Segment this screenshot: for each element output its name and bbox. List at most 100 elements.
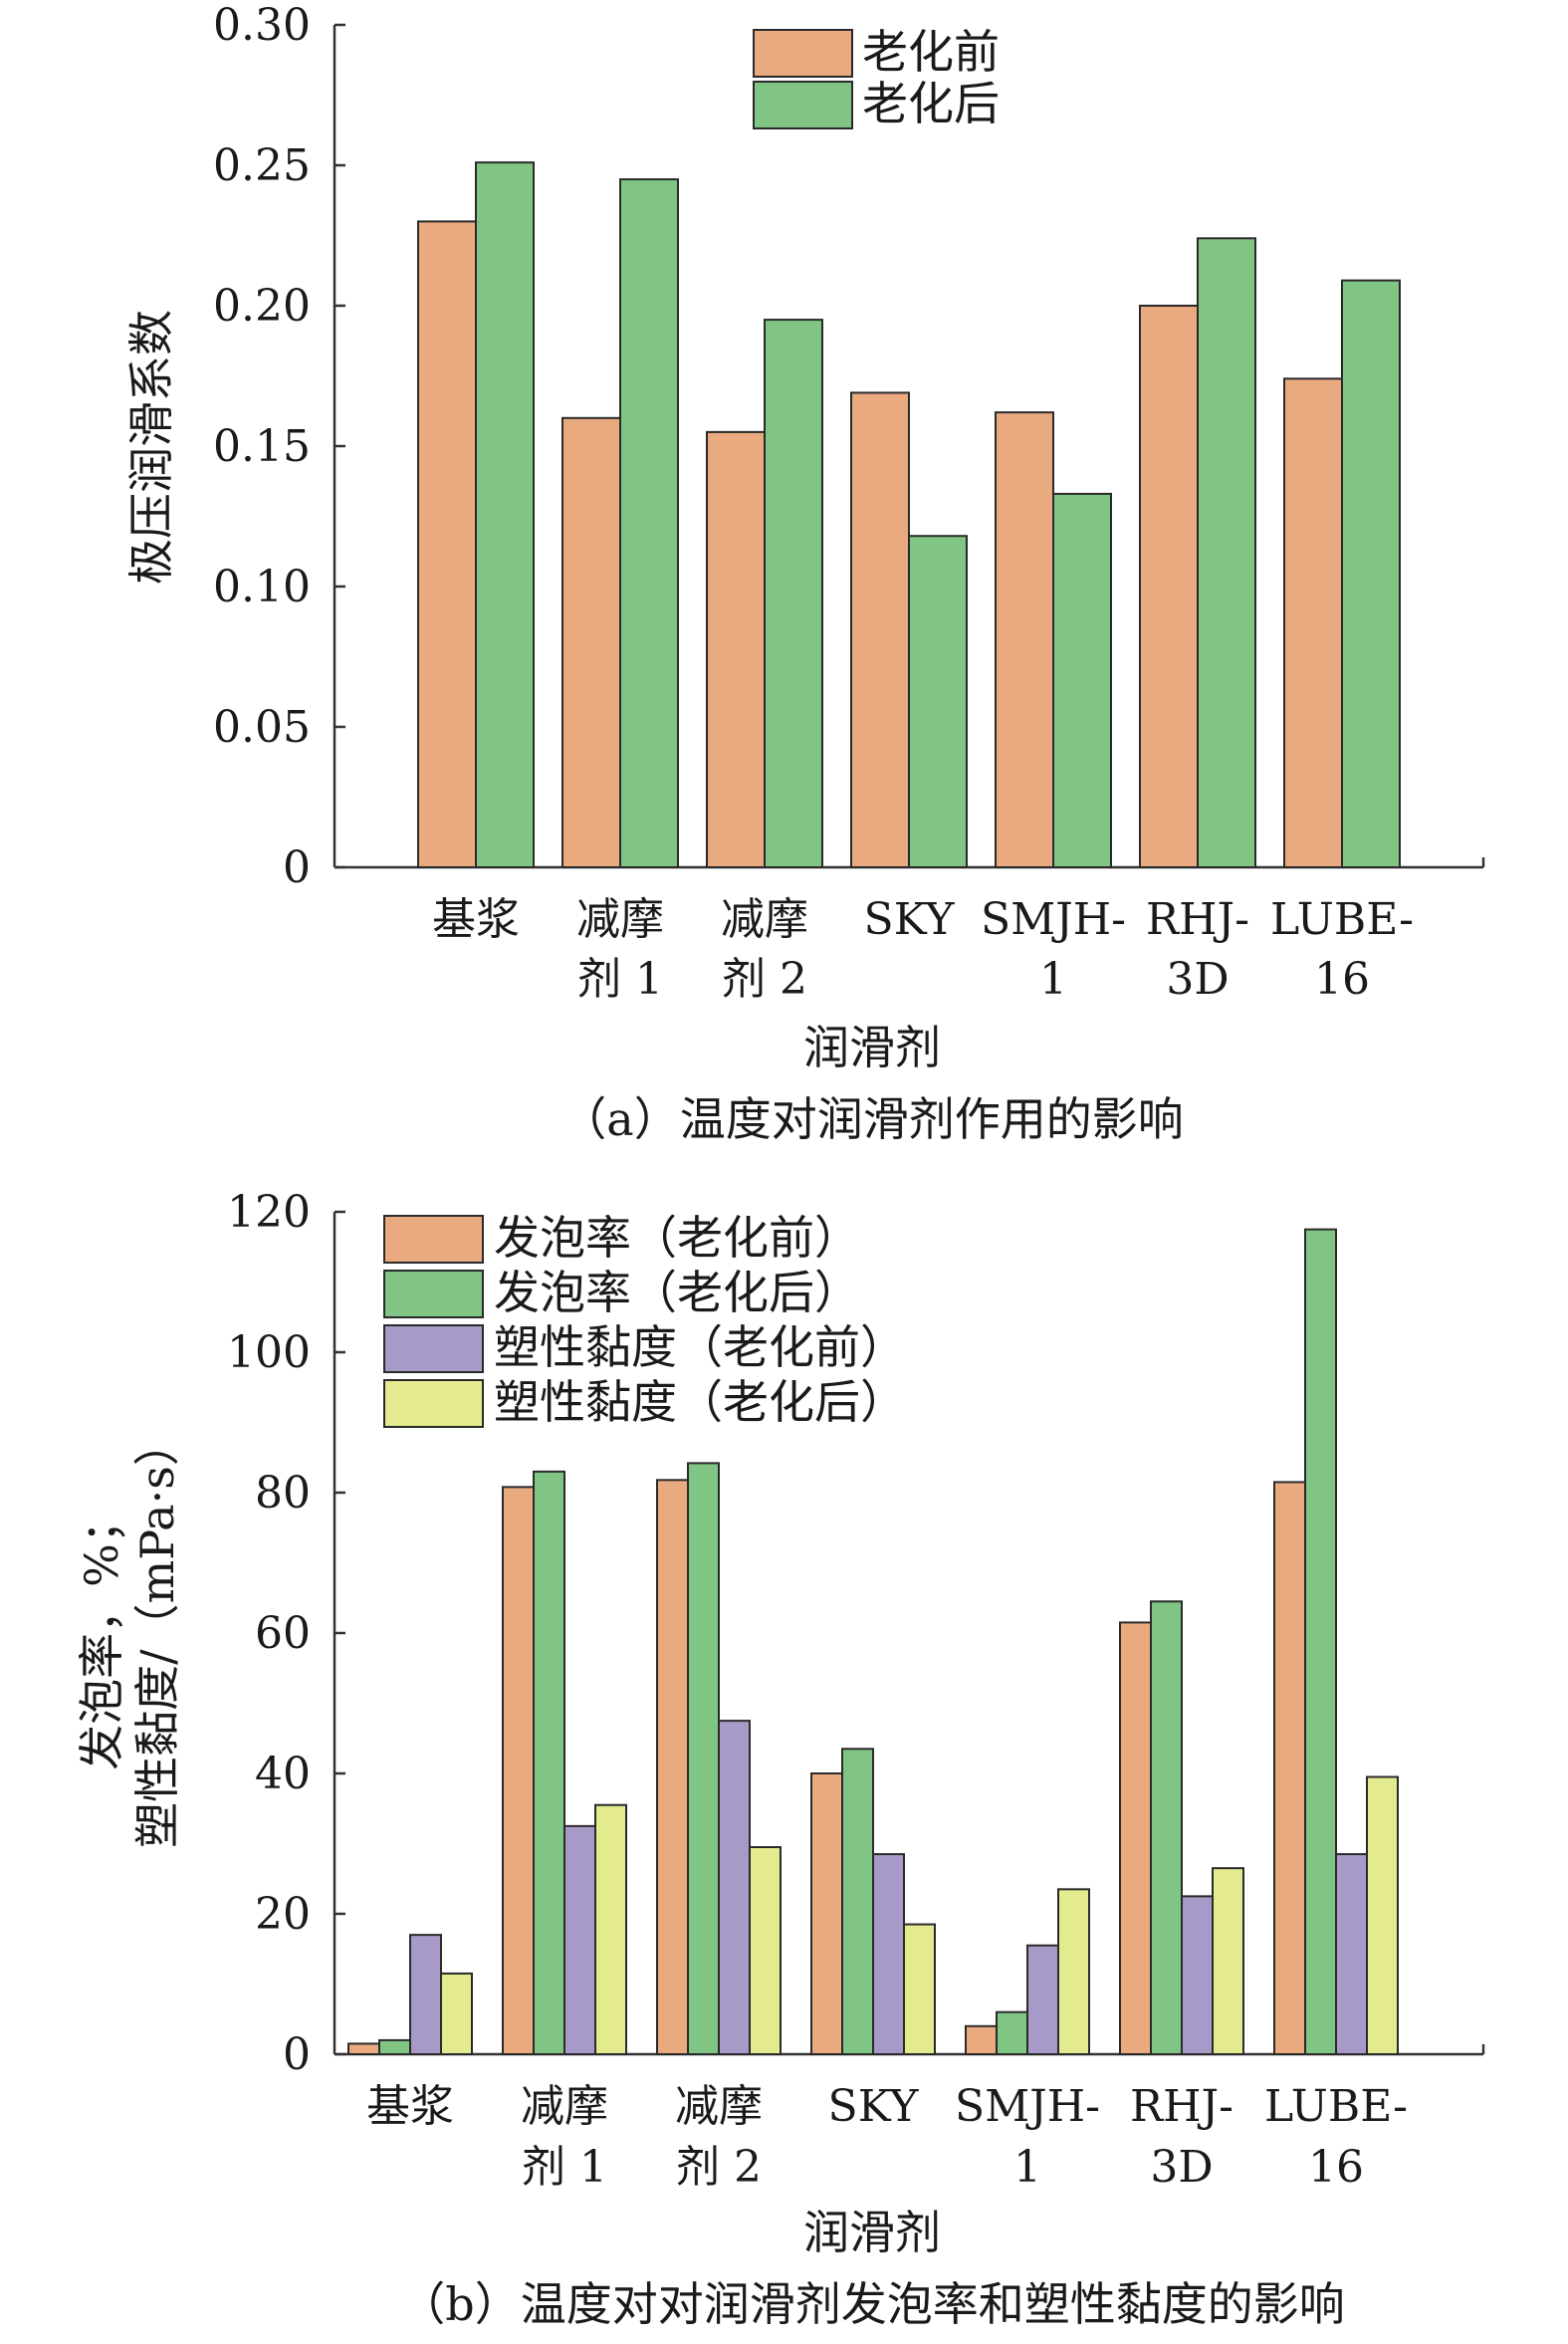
chart-a-category-label: RHJ-	[1146, 894, 1249, 945]
chart-b-y-tick-label: 100	[227, 1327, 311, 1378]
chart-a-legend-item-before: 老化前	[753, 25, 1000, 79]
chart-b-bar	[872, 1853, 905, 2055]
chart-b-category-label: SMJH-	[955, 2081, 1100, 2132]
chart-b-bar	[378, 2038, 411, 2055]
chart-a-y-tick-label: 0.05	[213, 702, 311, 753]
chart-b-bar	[347, 2042, 380, 2056]
chart-b-category-label: 减摩	[521, 2081, 608, 2132]
chart-b-bar	[749, 1846, 782, 2056]
chart-b-y-tick-label: 40	[255, 1749, 311, 1799]
chart-b-bar	[687, 1462, 720, 2055]
chart-a: 0 0.05 0.10 0.15 0.20 0.25 0.30 基浆 减摩剂 1 减摩剂 2 SK…	[124, 0, 1485, 1146]
chart-a-bar	[1052, 492, 1112, 868]
chart-a-legend-swatch-before	[753, 29, 853, 78]
chart-b-bar	[656, 1479, 689, 2056]
chart-b-legend-label-pv-after: 塑性黏度（老化后）	[494, 1375, 906, 1429]
chart-b-category-label-line2: 3D	[1150, 2142, 1213, 2193]
chart-a-category-label-line2: 剂 1	[577, 954, 663, 1005]
chart-b-bar	[718, 1720, 751, 2055]
chart-b-bar	[1181, 1895, 1214, 2055]
chart-a-category-label: 基浆	[432, 894, 520, 945]
chart-b-x-axis-title: 润滑剂	[803, 2206, 941, 2259]
chart-a-category-label: SKY	[864, 894, 956, 945]
chart-a-y-tick-label: 0	[283, 842, 311, 893]
chart-a-legend-label-before: 老化前	[862, 25, 1000, 79]
chart-a-category-label-line2: 1	[1039, 954, 1067, 1005]
chart-b-bar	[841, 1748, 874, 2055]
chart-b-legend-item-pv-before: 塑性黏度（老化前）	[383, 1320, 906, 1374]
chart-b-legend-swatch-pv-after	[383, 1379, 484, 1428]
chart-a-bar	[764, 319, 823, 869]
chart-a-category-label: LUBE-	[1270, 894, 1414, 945]
chart-a-x-axis-title: 润滑剂	[803, 1021, 941, 1074]
chart-b-category-label: SKY	[828, 2081, 920, 2132]
chart-b-legend-item-foam-after: 发泡率（老化后）	[383, 1266, 860, 1319]
chart-b-legend: 发泡率（老化前） 发泡率（老化后） 塑性黏度（老化前） 塑性黏度（老化后）	[383, 1211, 906, 1429]
chart-a-bar	[1139, 305, 1199, 868]
chart-b-legend-label-foam-after: 发泡率（老化后）	[494, 1266, 860, 1319]
chart-b-bar	[1057, 1888, 1090, 2055]
chart-a-bar	[850, 391, 910, 868]
chart-b-legend-label-foam-before: 发泡率（老化前）	[494, 1211, 860, 1265]
chart-b-bar	[903, 1923, 936, 2055]
chart-b-category-label-line2: 1	[1013, 2142, 1041, 2193]
chart-a-legend-item-after: 老化后	[753, 77, 1000, 130]
chart-a-category-label: 减摩	[721, 894, 808, 945]
chart-b-bar	[563, 1824, 596, 2055]
chart-b-y-tick-label: 60	[255, 1608, 311, 1659]
chart-a-legend-swatch-after	[753, 81, 853, 129]
chart-b-caption: （b）温度对对润滑剂发泡率和塑性黏度的影响	[399, 2277, 1344, 2331]
chart-b-legend-item-pv-after: 塑性黏度（老化后）	[383, 1375, 906, 1429]
chart-b-bar	[1273, 1481, 1306, 2056]
chart-a-bar	[619, 178, 679, 869]
chart-a-y-tick-label: 0.10	[213, 562, 311, 612]
chart-b-legend-swatch-foam-before	[383, 1215, 484, 1264]
chart-a-bar	[706, 430, 766, 868]
chart-b-y-tick-label: 120	[227, 1187, 311, 1238]
chart-b-bar	[1335, 1853, 1368, 2055]
chart-b-bar	[810, 1772, 843, 2055]
chart-a-category-label-line2: 剂 2	[722, 954, 807, 1005]
chart-a-category-label-line2: 16	[1314, 954, 1370, 1005]
chart-b-y-tick-label: 20	[255, 1889, 311, 1940]
chart-b-category-label-line2: 16	[1308, 2142, 1364, 2193]
chart-b-category-label: 减摩	[675, 2081, 763, 2132]
chart-a-bar	[475, 161, 535, 868]
chart-b-category-label: LUBE-	[1264, 2081, 1408, 2132]
chart-a-category-label: 减摩	[576, 894, 664, 945]
chart-b-legend-swatch-pv-before	[383, 1324, 484, 1373]
chart-a-y-axis-title: 极压润滑系数	[124, 310, 178, 585]
chart-a-y-tick-label: 0.20	[213, 281, 311, 332]
chart-b-y-tick-label: 0	[283, 2029, 311, 2080]
chart-b-bar	[1150, 1600, 1183, 2056]
chart-b-bar	[1026, 1944, 1059, 2055]
chart-a-bar	[1283, 377, 1343, 868]
chart-a-bar	[1197, 237, 1256, 868]
chart-a-bar	[995, 411, 1054, 868]
chart-b-legend-label-pv-before: 塑性黏度（老化前）	[494, 1320, 906, 1374]
chart-b-y-tick-label: 80	[255, 1468, 311, 1519]
chart-a-legend: 老化前 老化后	[753, 25, 1000, 130]
chart-b-category-label: RHJ-	[1130, 2081, 1233, 2132]
chart-b-bar	[409, 1934, 442, 2056]
chart-b-bar	[1366, 1775, 1399, 2056]
chart-b-category-label-line2: 剂 2	[676, 2142, 762, 2193]
chart-b-bar	[1119, 1621, 1152, 2056]
chart-b-y-axis-title-line2: 塑性黏度/（mPa·s）	[130, 1420, 184, 1848]
chart-b-bar	[440, 1972, 473, 2056]
chart-a-category-label: SMJH-	[981, 894, 1126, 945]
chart-b-bar	[965, 2024, 998, 2056]
chart-a-bar	[561, 416, 621, 868]
chart-a-y-tick-label: 0.25	[213, 140, 311, 191]
chart-b-bar	[594, 1803, 627, 2055]
chart-a-y-tick-label: 0.15	[213, 421, 311, 472]
chart-b: 0 20 40 60 80 100 120 基浆 减摩剂 1 减摩剂 2 SKY SMJH- 1 RHJ…	[75, 1187, 1485, 2331]
chart-b-bar	[1304, 1228, 1337, 2055]
chart-a-legend-label-after: 老化后	[862, 77, 1000, 130]
chart-b-legend-swatch-foam-after	[383, 1270, 484, 1318]
chart-b-bar	[502, 1486, 535, 2055]
chart-b-category-label-line2: 剂 1	[522, 2142, 607, 2193]
chart-b-bar	[996, 2010, 1028, 2055]
chart-b-bar	[1212, 1867, 1244, 2056]
